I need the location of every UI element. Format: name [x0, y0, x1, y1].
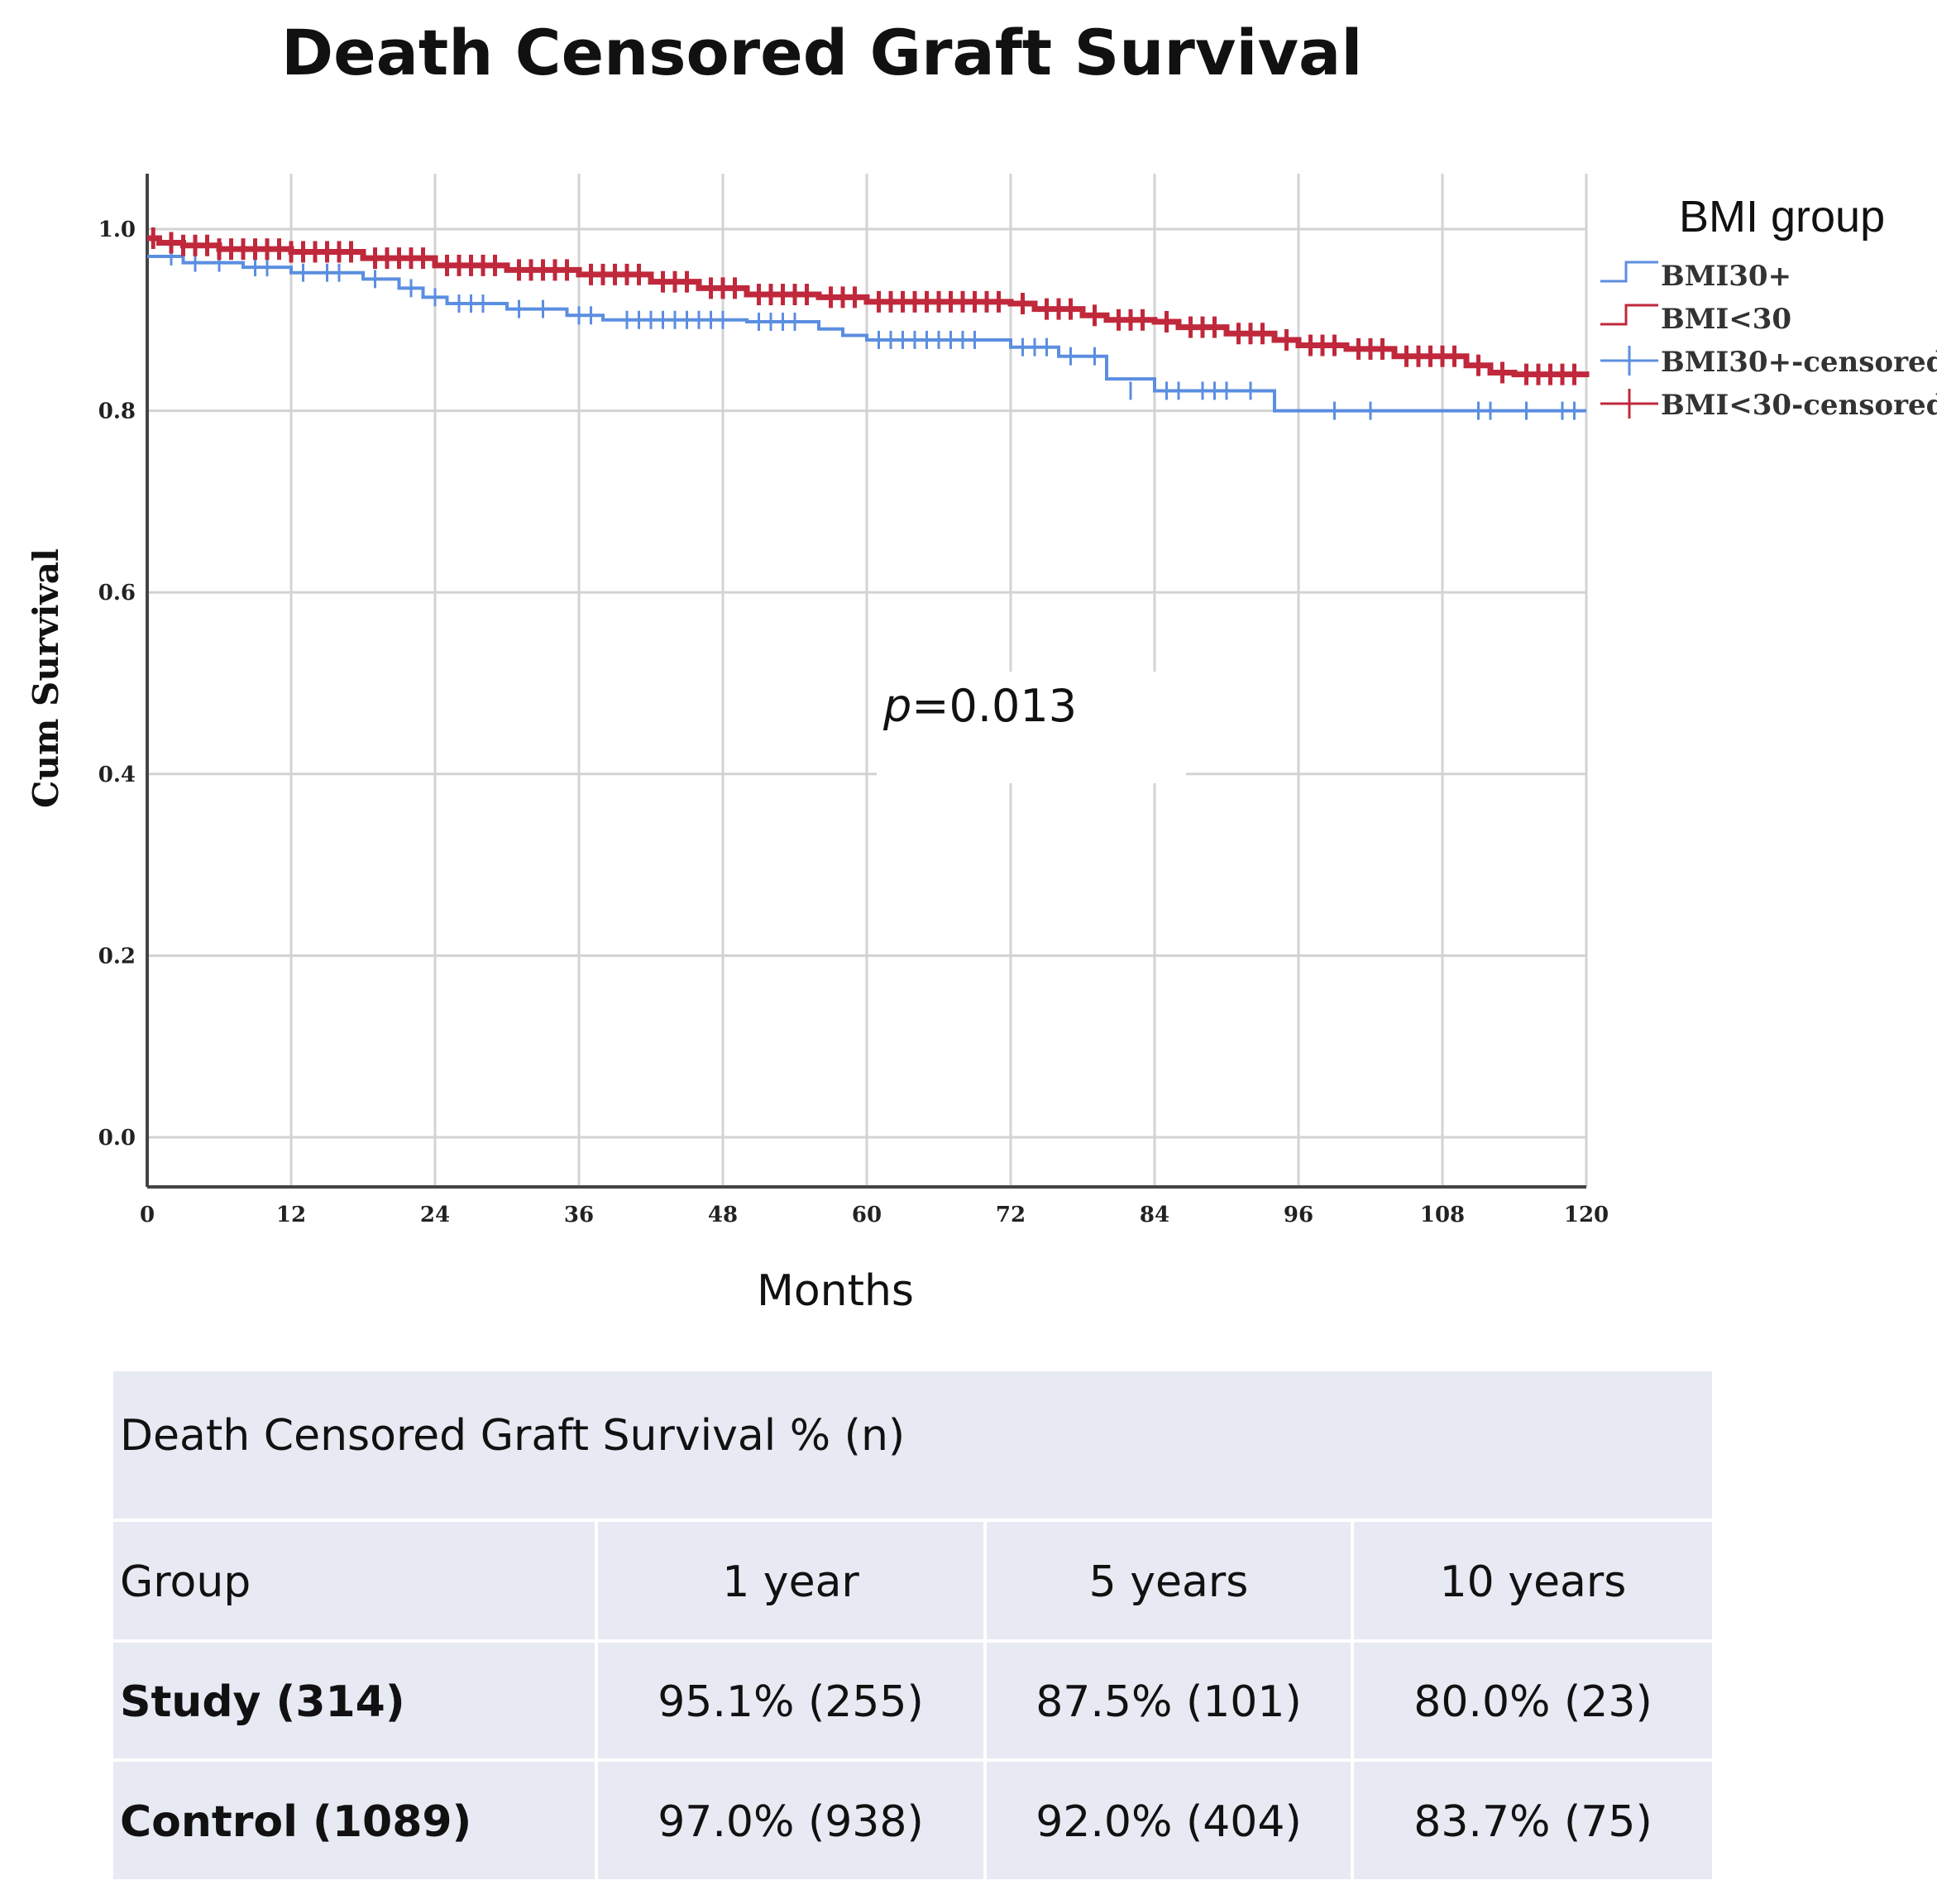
- x-tick-24: 24: [420, 1203, 450, 1227]
- x-tick-96: 96: [1284, 1203, 1313, 1227]
- x-tick-48: 48: [708, 1203, 738, 1227]
- p-value-annotation: p=0.013: [882, 680, 1077, 732]
- y-tick-labels: 0.0 0.2 0.4 0.6 0.8 1.0: [98, 218, 136, 1151]
- legend-swatch-bmi30plus-censored: [1600, 346, 1658, 376]
- row-control-5-years: 92.0% (404): [983, 1762, 1351, 1882]
- table-row-control: Control (1089) 97.0% (938) 92.0% (404) 8…: [113, 1758, 1712, 1882]
- y-axis-title: Cum Survival: [26, 548, 66, 808]
- survival-chart: Death Censored Graft Survival 0 12 24 36 48 6…: [26, 16, 1937, 1316]
- row-control-group: Control (1089): [120, 1797, 472, 1847]
- chart-grid: [147, 174, 1588, 1187]
- legend-label-bmi30plus-censored: BMI30+-censored: [1661, 346, 1937, 379]
- x-tick-36: 36: [564, 1203, 594, 1227]
- x-tick-120: 120: [1564, 1203, 1609, 1227]
- x-tick-12: 12: [276, 1203, 306, 1227]
- x-tick-60: 60: [852, 1203, 882, 1227]
- censor-marks: [151, 227, 1576, 420]
- table-caption: Death Censored Graft Survival % (n): [120, 1411, 906, 1461]
- y-tick-0.8: 0.8: [98, 399, 136, 424]
- header-1-year: 1 year: [595, 1522, 983, 1643]
- x-tick-0: 0: [140, 1203, 155, 1227]
- row-control-1-year: 97.0% (938): [595, 1762, 983, 1882]
- y-tick-0.6: 0.6: [98, 581, 136, 605]
- p-value-number: =0.013: [911, 680, 1077, 732]
- table-row-study: Study (314) 95.1% (255) 87.5% (101) 80.0…: [113, 1639, 1712, 1762]
- x-tick-labels: 0 12 24 36 48 60 72 84 96 108 120: [140, 1203, 1609, 1227]
- header-group: Group: [120, 1557, 251, 1607]
- legend-swatch-bmi30plus: [1600, 261, 1658, 283]
- row-study-5-years: 87.5% (101): [983, 1643, 1351, 1762]
- chart-axes: [146, 174, 1586, 1189]
- header-5-years: 5 years: [983, 1522, 1351, 1643]
- header-10-years: 10 years: [1351, 1522, 1712, 1643]
- row-study-10-years: 80.0% (23): [1351, 1643, 1712, 1762]
- row-study-group: Study (314): [120, 1677, 405, 1727]
- y-tick-0.0: 0.0: [98, 1126, 136, 1151]
- chart-title: Death Censored Graft Survival: [281, 16, 1362, 89]
- p-value-box: [877, 672, 1186, 783]
- p-value-symbol: p: [882, 680, 911, 732]
- x-tick-84: 84: [1140, 1203, 1169, 1227]
- y-tick-0.4: 0.4: [98, 763, 136, 787]
- x-axis-title: Months: [757, 1266, 914, 1316]
- legend-title: BMI group: [1679, 192, 1885, 242]
- legend-label-bmi-under30: BMI<30: [1661, 303, 1791, 336]
- legend-label-bmi30plus: BMI30+: [1661, 260, 1791, 293]
- table-header-row: Group 1 year 5 years 10 years: [113, 1519, 1712, 1643]
- legend-swatch-bmi-under30-censored: [1600, 389, 1658, 419]
- x-tick-72: 72: [996, 1203, 1026, 1227]
- row-control-10-years: 83.7% (75): [1351, 1762, 1712, 1882]
- x-tick-108: 108: [1420, 1203, 1465, 1227]
- y-tick-0.2: 0.2: [98, 944, 136, 969]
- legend: BMI group BMI30+ BMI<30 BMI30+-censored …: [1600, 192, 1937, 422]
- legend-label-bmi-under30-censored: BMI<30-censored: [1661, 389, 1937, 422]
- row-study-1-year: 95.1% (255): [595, 1643, 983, 1762]
- survival-table: Death Censored Graft Survival % (n) Grou…: [113, 1371, 1712, 1882]
- y-tick-1.0: 1.0: [98, 218, 136, 242]
- legend-swatch-bmi-under30: [1600, 304, 1658, 326]
- curve-bmi-under-30: [147, 235, 1590, 378]
